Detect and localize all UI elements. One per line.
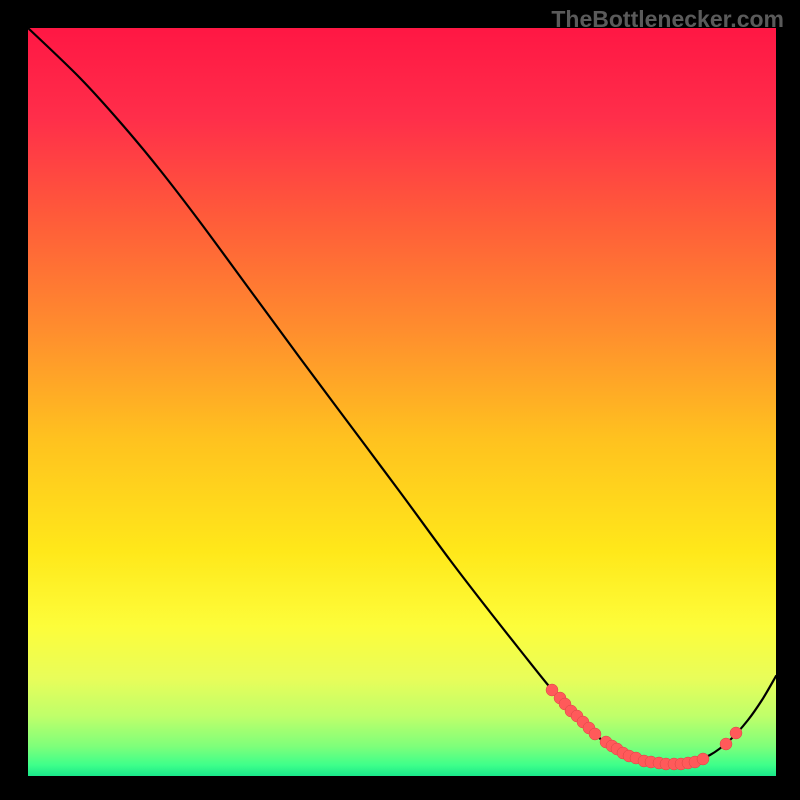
bottleneck-curve	[28, 28, 776, 765]
curve-marker	[720, 738, 732, 750]
curve-marker	[697, 753, 709, 765]
curve-marker	[730, 727, 742, 739]
chart-overlay	[0, 0, 800, 800]
watermark-text: TheBottlenecker.com	[551, 6, 784, 33]
curve-marker	[589, 728, 601, 740]
marker-group	[546, 684, 742, 770]
